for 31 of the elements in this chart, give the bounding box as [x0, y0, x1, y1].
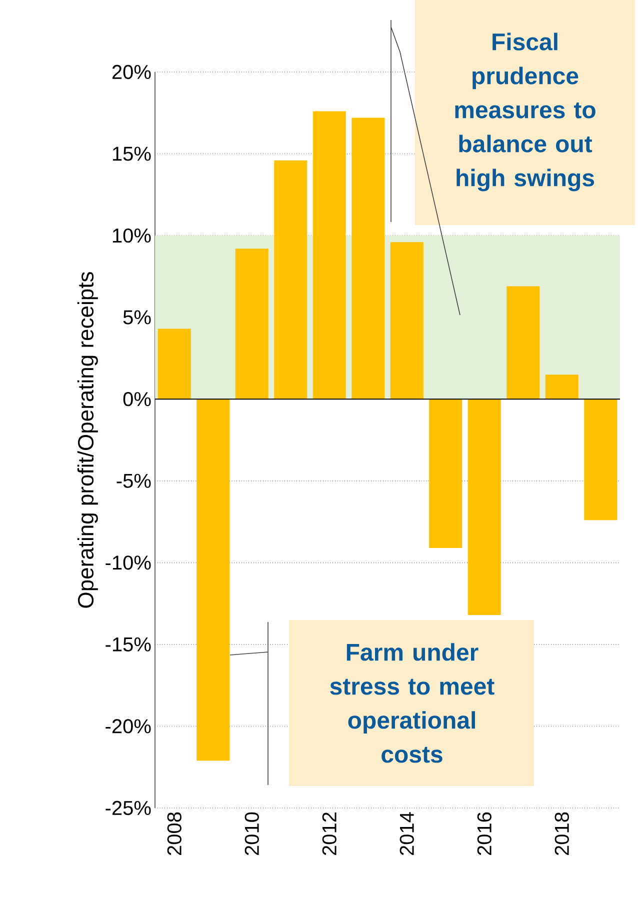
y-axis-title: Operating profit/Operating receipts — [77, 272, 98, 608]
y-tick-label: -10% — [106, 556, 151, 570]
y-tick-label: -5% — [116, 474, 151, 488]
x-tick-label: 2014 — [400, 812, 414, 856]
bar — [235, 248, 268, 400]
y-tick-label: 5% — [123, 310, 151, 324]
x-tick-label: 2012 — [322, 812, 336, 856]
annotation: Farm under stress to meet operational costs — [330, 643, 494, 763]
bar — [196, 399, 230, 761]
y-tick-label: 15% — [112, 146, 151, 161]
y-tick-label: -25% — [106, 800, 151, 816]
x-tick-label: 2016 — [477, 812, 492, 856]
x-tick-label: 2018 — [554, 812, 569, 856]
y-tick-label: 20% — [112, 64, 151, 80]
y-tick-label: 10% — [112, 228, 151, 243]
y-tick-label: -20% — [106, 719, 151, 734]
x-tick-label: 2008 — [167, 812, 182, 856]
y-tick-label: -15% — [106, 637, 151, 652]
bar — [506, 286, 540, 400]
bar — [274, 160, 308, 400]
bar — [429, 399, 462, 548]
bar — [584, 399, 618, 520]
bar — [158, 328, 191, 400]
bar — [468, 399, 501, 616]
annotation: Fiscal prudence measures to balance out high swings — [455, 32, 596, 192]
x-tick-label: 2010 — [244, 812, 259, 856]
y-tick-label: 0% — [123, 392, 151, 406]
bar — [545, 374, 578, 400]
bar — [352, 118, 385, 400]
bar — [312, 111, 346, 400]
bar — [390, 242, 424, 400]
